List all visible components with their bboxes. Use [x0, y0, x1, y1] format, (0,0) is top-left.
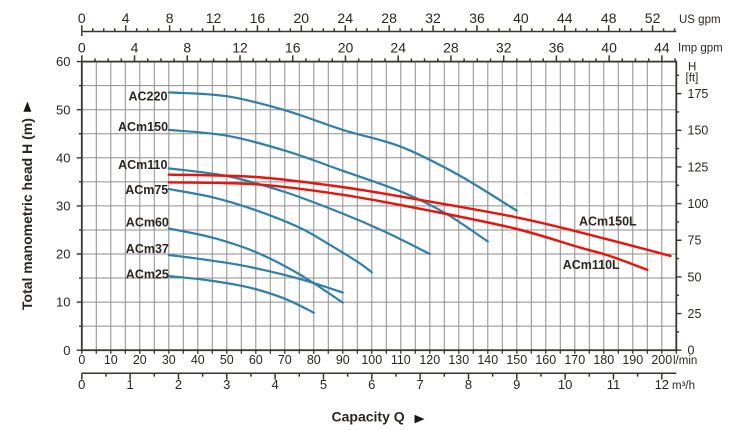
- svg-text:7: 7: [416, 377, 423, 392]
- svg-text:52: 52: [645, 10, 661, 26]
- svg-text:US gpm: US gpm: [679, 14, 721, 26]
- svg-text:ACm37: ACm37: [126, 242, 169, 256]
- svg-text:50: 50: [220, 353, 234, 367]
- svg-text:50: 50: [688, 270, 702, 284]
- svg-text:16: 16: [250, 10, 266, 26]
- svg-text:ACm75: ACm75: [125, 183, 168, 197]
- svg-text:Capacity Q: Capacity Q: [332, 409, 405, 425]
- svg-text:0: 0: [63, 343, 70, 358]
- svg-text:44: 44: [557, 10, 573, 26]
- svg-text:60: 60: [249, 353, 263, 367]
- svg-text:60: 60: [56, 54, 70, 69]
- svg-text:80: 80: [307, 353, 321, 367]
- svg-text:12: 12: [232, 39, 248, 55]
- svg-text:2: 2: [175, 377, 182, 392]
- svg-text:ACm150L: ACm150L: [579, 215, 637, 229]
- svg-text:0: 0: [78, 353, 85, 367]
- svg-text:32: 32: [425, 10, 441, 26]
- svg-text:20: 20: [133, 353, 147, 367]
- svg-text:175: 175: [688, 87, 709, 101]
- svg-text:16: 16: [285, 39, 301, 55]
- svg-text:170: 170: [564, 353, 585, 367]
- svg-text:20: 20: [338, 39, 354, 55]
- svg-text:H: H: [688, 62, 696, 74]
- svg-text:9: 9: [513, 377, 520, 392]
- svg-text:ACm110: ACm110: [118, 158, 167, 172]
- svg-text:125: 125: [688, 160, 709, 174]
- svg-text:10: 10: [558, 377, 572, 392]
- svg-text:160: 160: [535, 353, 556, 367]
- svg-text:100: 100: [361, 353, 382, 367]
- svg-text:m³/h: m³/h: [672, 380, 695, 392]
- svg-text:5: 5: [320, 377, 327, 392]
- svg-text:130: 130: [448, 353, 469, 367]
- svg-text:3: 3: [223, 377, 230, 392]
- svg-text:40: 40: [601, 39, 617, 55]
- svg-text:24: 24: [390, 39, 406, 55]
- svg-text:36: 36: [469, 10, 485, 26]
- svg-text:12: 12: [206, 10, 222, 26]
- svg-text:4: 4: [131, 39, 139, 55]
- svg-text:[ft]: [ft]: [686, 73, 699, 85]
- svg-text:Total manometric head H (m): Total manometric head H (m): [19, 118, 35, 310]
- svg-text:0: 0: [688, 344, 695, 358]
- svg-text:30: 30: [56, 199, 70, 214]
- svg-text:ACm60: ACm60: [126, 216, 169, 230]
- svg-text:40: 40: [191, 353, 205, 367]
- svg-text:10: 10: [104, 353, 118, 367]
- svg-text:24: 24: [337, 10, 353, 26]
- svg-text:28: 28: [443, 39, 459, 55]
- svg-text:190: 190: [622, 353, 643, 367]
- svg-text:48: 48: [601, 10, 617, 26]
- svg-text:l/min: l/min: [673, 355, 697, 367]
- svg-text:120: 120: [419, 353, 440, 367]
- svg-text:20: 20: [294, 10, 310, 26]
- svg-text:0: 0: [78, 39, 86, 55]
- svg-text:90: 90: [336, 353, 350, 367]
- svg-text:0: 0: [78, 377, 85, 392]
- svg-text:44: 44: [654, 39, 670, 55]
- svg-text:ACm150: ACm150: [118, 120, 168, 134]
- svg-text:ACm25: ACm25: [126, 268, 169, 282]
- svg-text:11: 11: [607, 377, 621, 392]
- svg-text:30: 30: [162, 353, 176, 367]
- svg-text:50: 50: [56, 102, 70, 117]
- svg-text:4: 4: [122, 10, 130, 26]
- svg-text:4: 4: [271, 377, 278, 392]
- svg-text:Imp gpm: Imp gpm: [678, 43, 723, 55]
- svg-text:36: 36: [549, 39, 565, 55]
- svg-text:70: 70: [278, 353, 292, 367]
- svg-text:12: 12: [655, 377, 669, 392]
- svg-text:8: 8: [183, 39, 191, 55]
- svg-text:ACm110L: ACm110L: [563, 258, 620, 272]
- svg-text:0: 0: [78, 10, 86, 26]
- svg-text:180: 180: [593, 353, 614, 367]
- svg-text:AC220: AC220: [129, 90, 168, 104]
- svg-text:150: 150: [688, 124, 709, 138]
- svg-text:6: 6: [368, 377, 375, 392]
- svg-text:25: 25: [688, 307, 702, 321]
- svg-text:140: 140: [477, 353, 498, 367]
- svg-text:32: 32: [496, 39, 512, 55]
- svg-text:110: 110: [391, 353, 411, 367]
- svg-text:100: 100: [688, 197, 709, 211]
- svg-text:1: 1: [126, 377, 133, 392]
- svg-text:150: 150: [506, 353, 527, 367]
- svg-text:200: 200: [651, 353, 672, 367]
- svg-text:75: 75: [688, 234, 702, 248]
- svg-text:20: 20: [56, 247, 70, 262]
- svg-text:8: 8: [166, 10, 174, 26]
- svg-text:40: 40: [56, 150, 70, 165]
- svg-text:8: 8: [465, 377, 472, 392]
- svg-text:28: 28: [381, 10, 397, 26]
- svg-text:10: 10: [56, 295, 70, 310]
- svg-text:40: 40: [513, 10, 529, 26]
